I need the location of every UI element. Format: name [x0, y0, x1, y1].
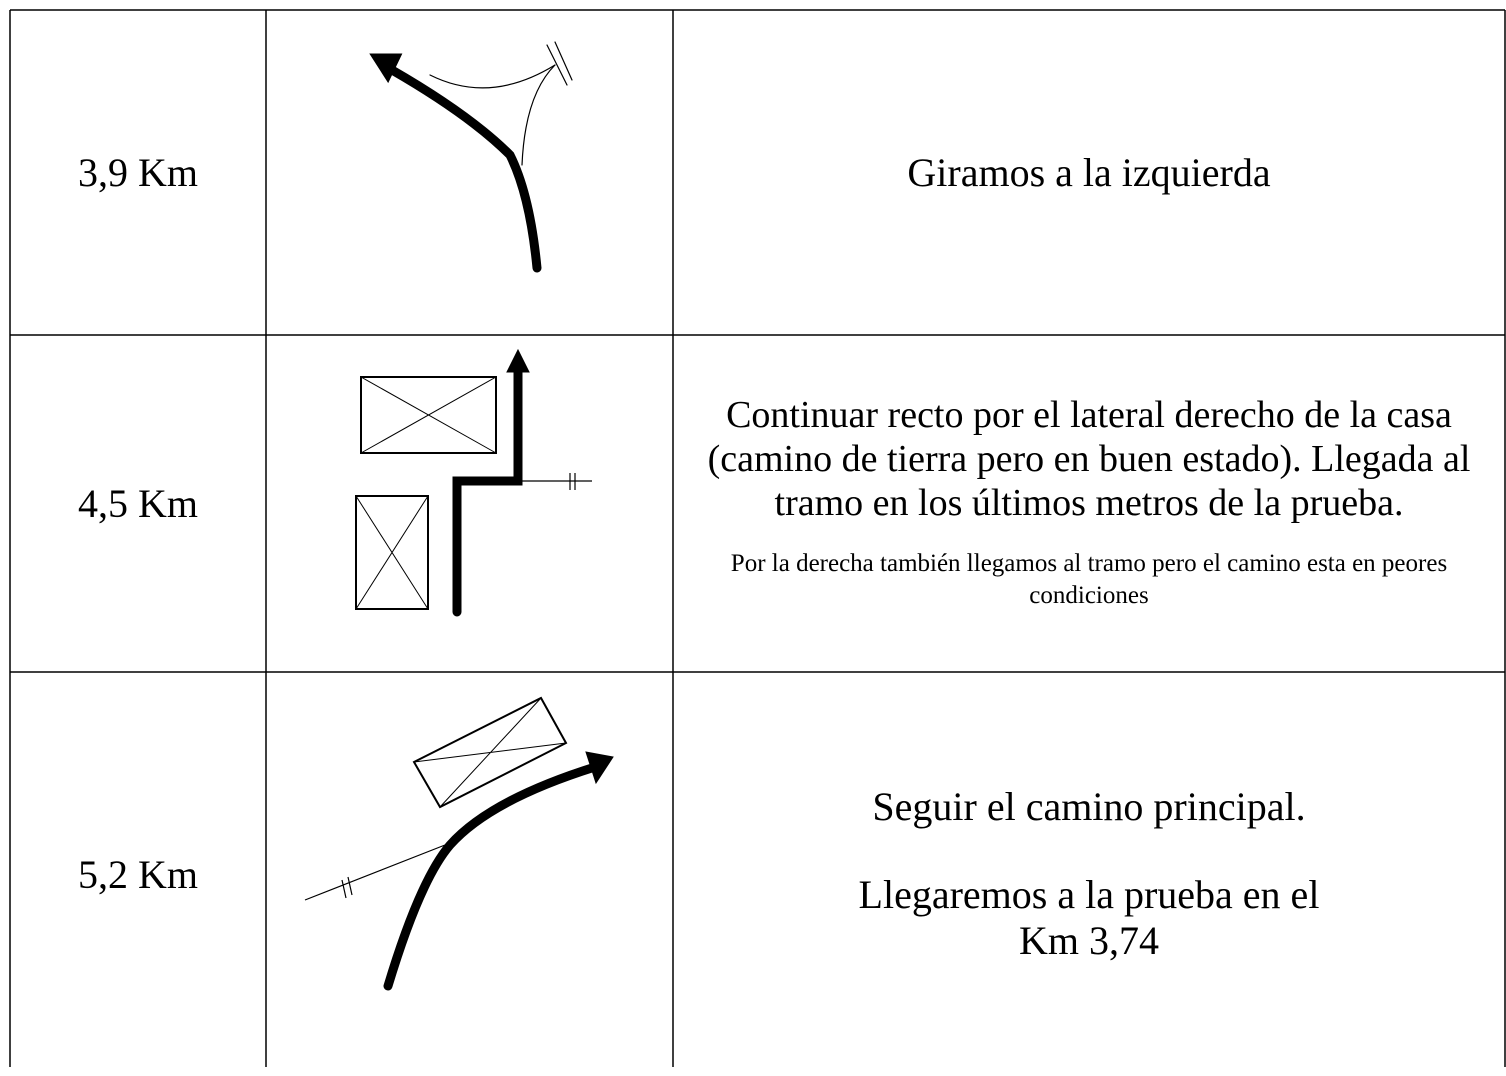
instruction-cell: Giramos a la izquierda	[673, 10, 1505, 335]
instruction-cell: Seguir el camino principal. Llegaremos a…	[673, 672, 1505, 1076]
distance: 4,5 Km	[78, 481, 198, 526]
instruction: Giramos a la izquierda	[907, 149, 1271, 195]
instruction-cell: Continuar recto por el lateral derecho d…	[673, 335, 1505, 672]
route-diagram-3	[304, 696, 614, 991]
distance: 5,2 Km	[78, 851, 198, 897]
instruction: Continuar recto por el lateral derecho d…	[707, 394, 1471, 524]
note: Por la derecha también llegamos al tramo…	[730, 549, 1448, 610]
instruction: Llegaremos a la prueba en el Km 3,74	[858, 872, 1320, 963]
cell-borders	[9, 9, 1506, 1067]
distance: 3,9 Km	[78, 150, 198, 195]
route-diagram-2	[355, 348, 592, 617]
route-diagram-1	[369, 41, 573, 273]
instruction: Seguir el camino principal.	[872, 784, 1306, 829]
